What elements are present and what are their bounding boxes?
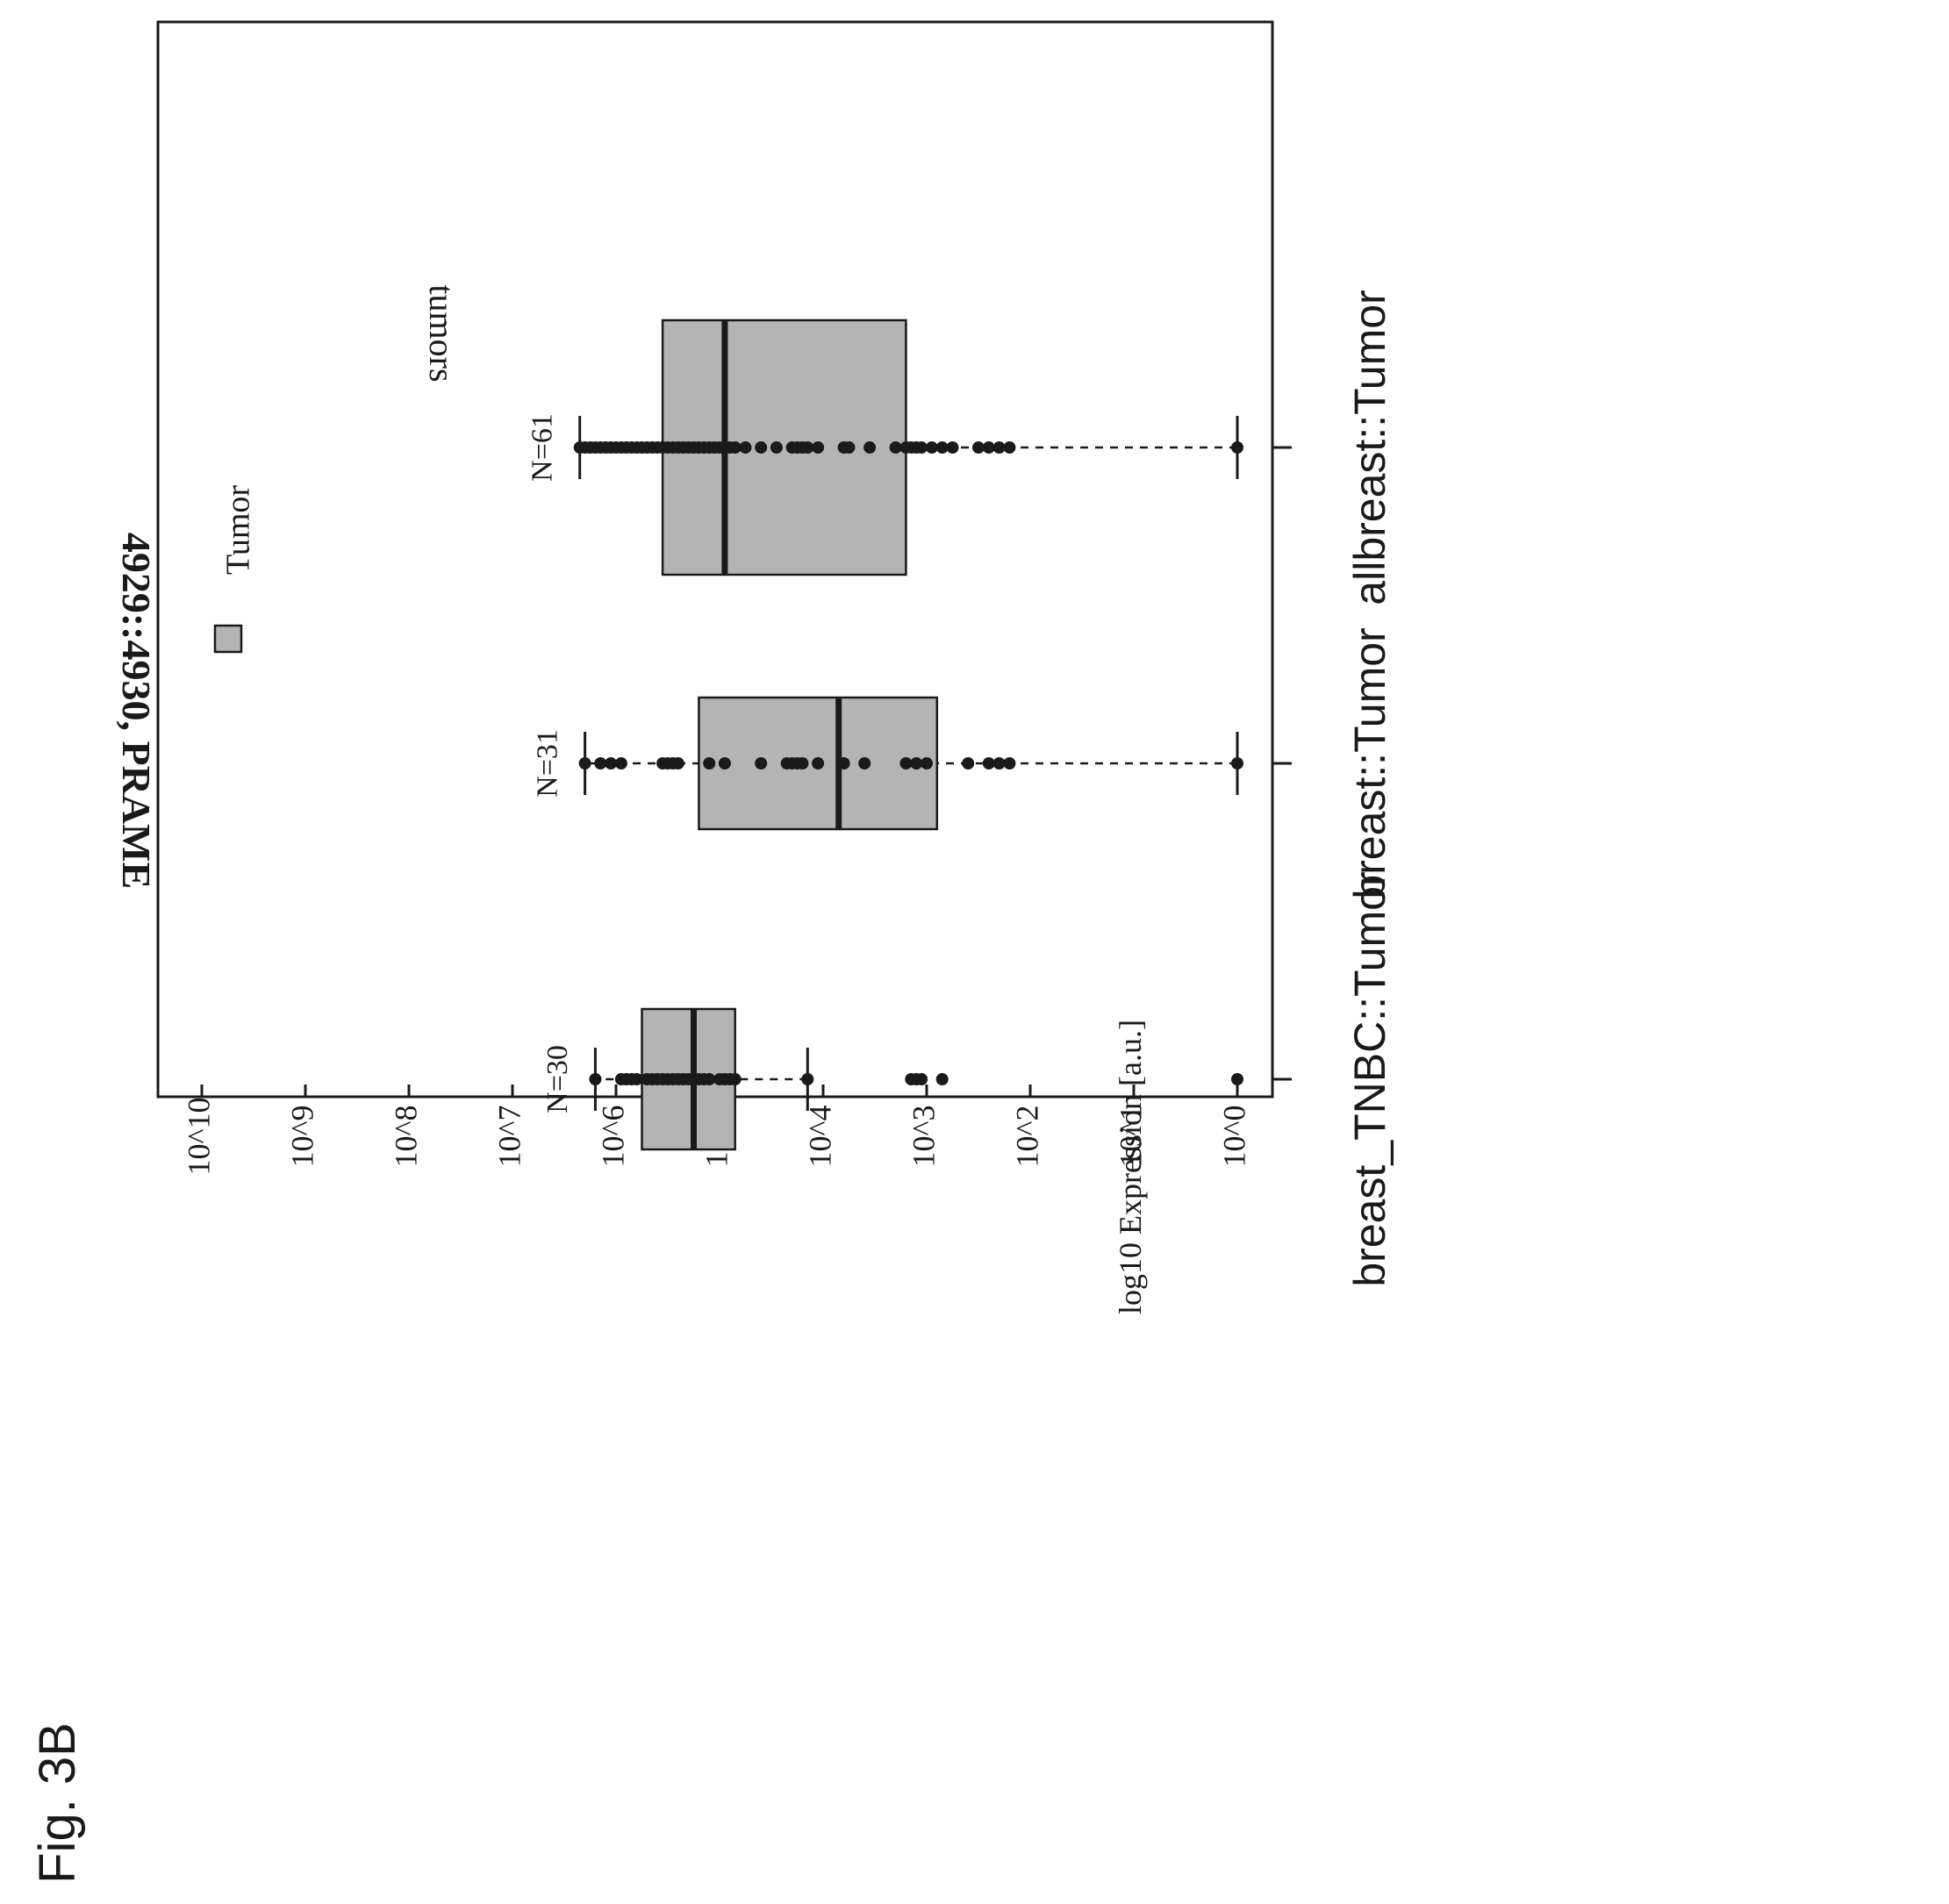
y-axis-label: log10 Expression [a.u.] [1113,1020,1148,1314]
data-point [785,441,799,454]
y-tick-label: 10^1 [1113,1106,1148,1168]
legend-swatch [213,624,243,654]
y-tick-label: 10^2 [1009,1106,1044,1168]
data-point [962,757,975,769]
data-point [1231,1073,1243,1085]
data-point [992,441,1006,454]
data-point [578,757,591,769]
data-point [801,1073,814,1085]
data-point [992,757,1006,769]
data-point [755,757,768,769]
legend-label: Tumor [220,485,257,575]
data-point [812,441,825,454]
data-point [605,757,618,769]
count-label: N=30 [541,1045,574,1113]
chart-title: 4929::4930, PRAME [114,533,159,889]
data-point [837,757,850,769]
y-tick-label: 10^3 [906,1106,941,1168]
data-point [718,757,731,769]
data-point [837,441,850,454]
data-point [812,757,825,769]
data-point [946,441,959,454]
y-tick-label: 10^8 [388,1106,423,1168]
data-point [925,441,938,454]
data-point [1003,441,1016,454]
x-tick-label: breast_TNBC::Tumor [1345,871,1394,1286]
data-point [770,441,783,454]
data-point [982,757,995,769]
data-point [573,441,586,454]
data-point [656,757,670,769]
data-point [703,757,716,769]
data-point [614,1073,627,1085]
data-point [713,1073,726,1085]
data-point [755,441,768,454]
y-tick-label: 10^4 [802,1106,837,1168]
count-label: N=61 [526,413,558,482]
count-label: N=31 [531,729,563,798]
y-tick-label: 10^9 [284,1106,319,1168]
data-point [863,441,877,454]
figure-label: Fig. 3B [29,1722,86,1884]
x-tick-label: allbreast::Tumor [1345,290,1394,605]
data-point [889,441,902,454]
data-point [982,441,995,454]
data-point [921,757,933,769]
data-point [899,441,913,454]
data-point [905,1073,918,1085]
data-point [935,441,949,454]
data-point [1231,757,1243,769]
data-point [739,441,752,454]
data-point [780,757,793,769]
y-tick-label: 10^6 [595,1106,630,1168]
y-tick-label: 10^0 [1216,1106,1251,1168]
data-point [910,757,923,769]
y-tick-label: 10^10 [181,1098,216,1176]
y-tick-label: 10^7 [491,1106,527,1168]
chart: 10^010^110^210^310^410^510^610^710^810^9… [114,20,1394,1314]
x-tick-label: breast::Tumor [1345,627,1394,898]
data-point [972,441,985,454]
data-point [589,1073,602,1085]
chart-subtitle: tumors [422,284,462,382]
data-point [641,1073,654,1085]
data-point [899,757,913,769]
data-point [594,757,607,769]
data-point [858,757,871,769]
data-point [935,1073,949,1085]
data-point [614,757,627,769]
data-point [1231,441,1243,454]
data-point [1003,757,1016,769]
